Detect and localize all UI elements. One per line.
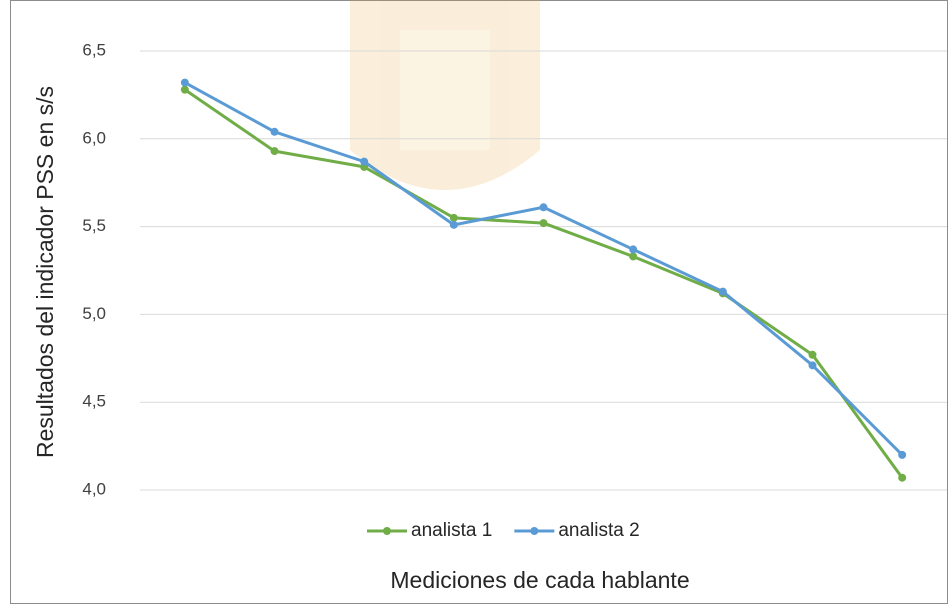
legend-label: analista 2	[558, 520, 639, 541]
y-tick-label: 4,5	[82, 392, 106, 411]
data-point	[449, 220, 458, 229]
data-point	[270, 127, 279, 136]
y-tick-label: 4,0	[82, 479, 106, 498]
y-tick-label: 6,5	[82, 40, 106, 59]
data-point	[449, 213, 458, 222]
data-point	[898, 473, 907, 482]
chart-frame	[10, 0, 948, 604]
legend-label: analista 1	[411, 520, 492, 541]
data-point	[629, 245, 638, 254]
data-point	[180, 85, 189, 94]
data-point	[360, 157, 369, 166]
data-point	[180, 78, 189, 87]
data-point	[270, 147, 279, 156]
y-tick-label: 6,0	[82, 128, 106, 147]
y-axis-title: Resultados del indicador PSS en s/s	[32, 86, 58, 458]
data-point	[808, 350, 817, 359]
legend-marker	[383, 527, 391, 535]
watermark	[350, 0, 540, 190]
y-tick-label: 5,0	[82, 304, 106, 323]
legend-marker	[530, 527, 539, 535]
data-point	[629, 252, 638, 261]
data-point	[808, 361, 817, 370]
x-axis-title: Mediciones de cada hablante	[390, 567, 689, 593]
data-point	[718, 287, 727, 296]
data-point	[539, 203, 548, 212]
data-point	[898, 450, 907, 459]
y-tick-label: 5,5	[82, 216, 106, 235]
data-point	[539, 219, 548, 228]
